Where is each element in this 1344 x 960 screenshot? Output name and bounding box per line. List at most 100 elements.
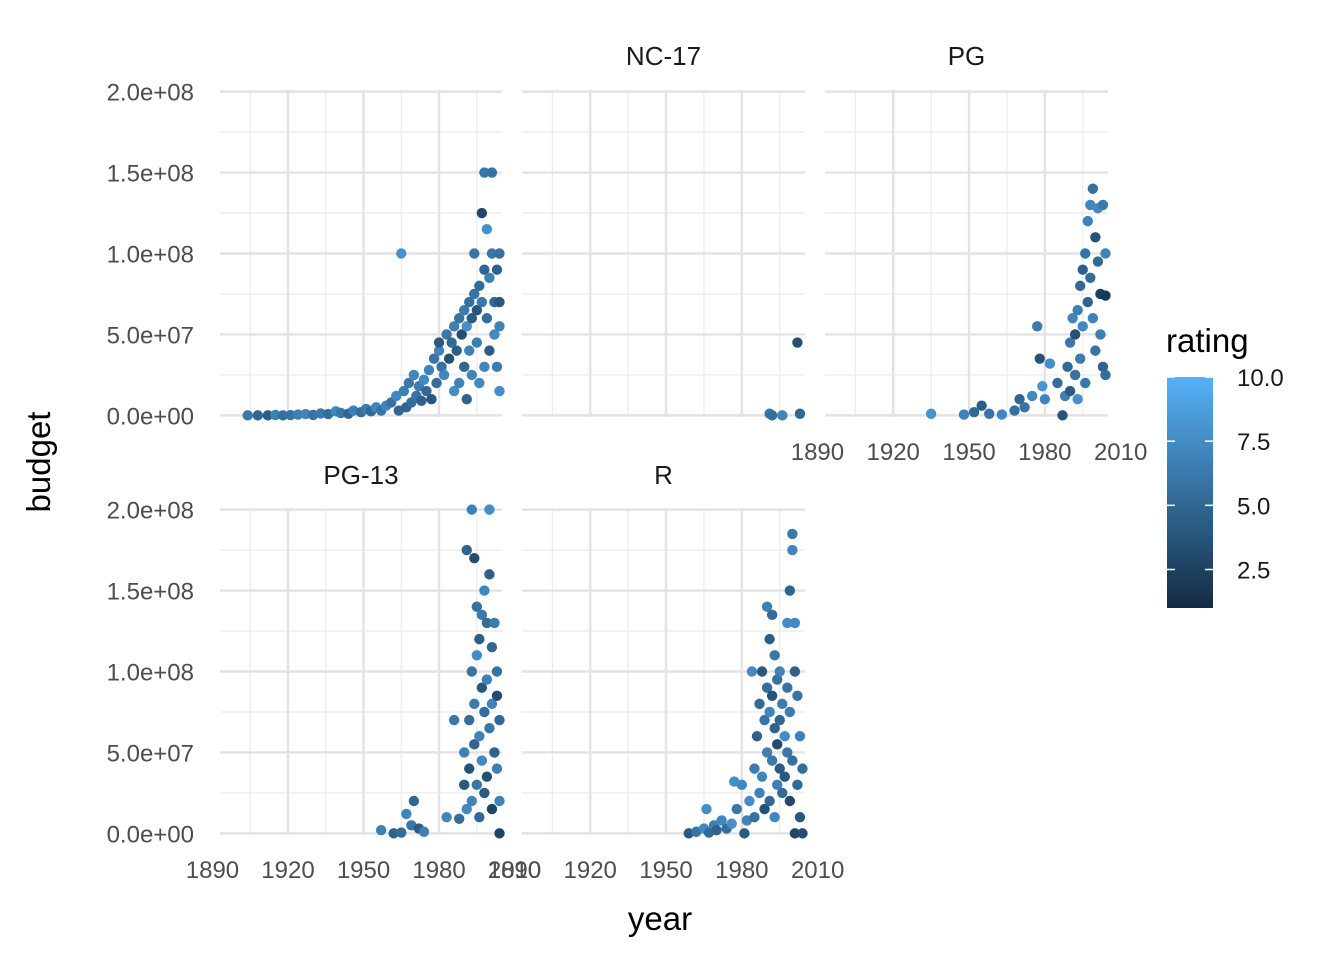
legend-label: 7.5 [1237, 429, 1270, 456]
x-tick-label: 1890 [791, 439, 844, 466]
facet-panel: 0.0e+00 5.0e+07 1.0e+08 1.5e+08 2.0e+08 [107, 80, 505, 430]
x-tick-label: 1920 [261, 857, 314, 884]
scatter-point [756, 666, 768, 677]
scatter-point [772, 779, 783, 791]
scatter-point [1075, 280, 1086, 292]
scatter-point [421, 385, 432, 397]
scatter-point [1019, 402, 1030, 413]
scatter-point [252, 410, 263, 421]
scatter-point [494, 385, 505, 397]
scatter-point [448, 385, 460, 397]
scatter-point [789, 828, 801, 839]
scatter-point [769, 722, 780, 734]
scatter-point [1039, 393, 1051, 405]
scatter-point [787, 755, 798, 766]
scatter-point [474, 731, 485, 742]
scatter-point [494, 714, 505, 726]
scatter-point [481, 313, 493, 324]
scatter-point [469, 552, 480, 564]
scatter-point [491, 690, 503, 701]
scatter-point [1077, 264, 1088, 275]
scatter-point [491, 763, 503, 774]
scatter-point [784, 795, 796, 807]
scatter-point [438, 369, 450, 381]
x-tick-label: 1980 [1018, 439, 1071, 466]
scatter-point [481, 224, 493, 235]
scatter-point [476, 207, 488, 219]
scatter-point [466, 369, 477, 381]
scatter-point [1069, 369, 1081, 381]
x-tick-label: 1950 [942, 439, 995, 466]
scatter-point [754, 787, 765, 799]
scatter-point [456, 329, 467, 340]
scatter-point [968, 406, 980, 418]
scatter-point [1014, 393, 1025, 405]
scatter-point [494, 248, 505, 259]
scatter-point [494, 321, 505, 332]
scatter-point [486, 642, 498, 653]
legend-label: 10.0 [1237, 365, 1284, 392]
x-tick-label: 2010 [488, 857, 541, 884]
scatter-point [789, 666, 801, 677]
scatter-point [464, 714, 475, 726]
scatter-point [701, 803, 712, 815]
legend-label: 5.0 [1237, 493, 1270, 520]
legend-colorbar [1167, 377, 1213, 608]
scatter-point [479, 787, 490, 799]
scatter-point [436, 361, 447, 373]
scatter-point [441, 811, 452, 823]
scatter-point [792, 690, 803, 701]
scatter-point [754, 698, 765, 710]
scatter-point [764, 706, 775, 718]
scatter-point [479, 585, 490, 596]
scatter-point [489, 617, 500, 629]
scatter-point [401, 808, 412, 820]
scatter-point [494, 828, 505, 839]
scatter-point [744, 795, 755, 807]
scatter-point [262, 410, 274, 421]
scatter-point [789, 617, 801, 629]
scatter-point [794, 811, 806, 823]
scatter-point [476, 609, 488, 621]
facet-strip-label: PG [948, 41, 986, 71]
scatter-point [471, 779, 483, 791]
scatter-point [464, 763, 475, 774]
scatter-point [418, 374, 430, 385]
scatter-point [766, 410, 778, 421]
scatter-point [1090, 232, 1101, 243]
scatter-point [716, 815, 727, 826]
scatter-point [484, 504, 495, 515]
scatter-point [474, 280, 485, 292]
scatter-point [1062, 361, 1073, 373]
scatter-point [774, 714, 785, 726]
scatter-point [784, 585, 796, 596]
scatter-point [408, 369, 420, 381]
scatter-point [471, 601, 483, 612]
scatter-point [1077, 321, 1088, 332]
scatter-point [471, 304, 483, 316]
scatter-point [1087, 183, 1099, 194]
scatter-point [1087, 313, 1099, 324]
scatter-point [461, 321, 472, 332]
scatter-point [489, 747, 500, 758]
x-tick-label: 1980 [715, 857, 768, 884]
scatter-point [777, 698, 788, 710]
scatter-point [769, 650, 780, 661]
scatter-point [1080, 377, 1091, 389]
scatter-point [489, 329, 500, 340]
scatter-point [484, 569, 495, 580]
scatter-point [782, 747, 793, 758]
scatter-point [423, 364, 435, 376]
x-tick-label: 1920 [867, 439, 920, 466]
scatter-point [779, 731, 790, 742]
y-tick-label: 0.0e+00 [107, 403, 194, 430]
scatter-point [471, 650, 483, 661]
scatter-point [416, 395, 427, 407]
scatter-point [479, 264, 490, 275]
scatter-point [388, 828, 399, 839]
scatter-point [464, 296, 475, 308]
scatter-point [726, 818, 737, 829]
scatter-point [486, 167, 498, 178]
scatter-point [491, 361, 503, 373]
